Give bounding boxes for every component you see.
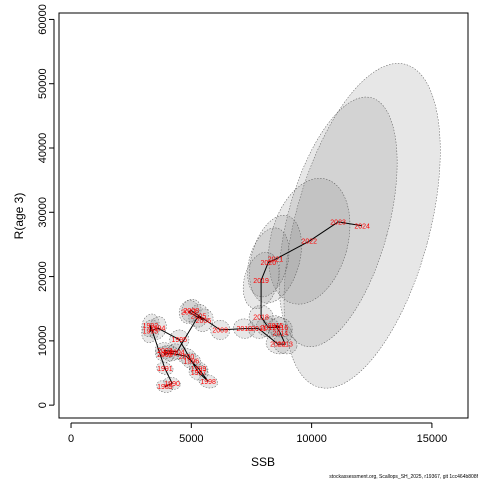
y-tick-label: 10000	[37, 326, 49, 357]
x-tick-label: 10000	[296, 433, 327, 445]
year-label-2004: 2004	[169, 349, 185, 356]
year-label-1991: 1991	[157, 366, 173, 373]
year-label-2021: 2021	[268, 257, 284, 264]
year-label-2000: 2000	[179, 354, 195, 361]
ellipse-2024	[283, 63, 441, 389]
year-label-2024: 2024	[354, 223, 370, 230]
y-tick-label: 50000	[37, 68, 49, 99]
year-label-2019: 2019	[253, 278, 269, 285]
year-label-1989: 1989	[157, 384, 173, 391]
x-axis-title: SSB	[251, 455, 275, 469]
year-label-2011: 2011	[251, 326, 266, 333]
x-tick-label: 5000	[179, 433, 203, 445]
plot-frame	[58, 12, 469, 419]
x-axis: 0 5000 10000 15000	[68, 422, 448, 445]
ellipse-1989	[156, 380, 174, 393]
y-tick-label: 0	[37, 402, 49, 408]
year-label-2015: 2015	[268, 323, 284, 330]
year-label-2014: 2014	[273, 331, 289, 338]
trajectory-polyline	[149, 221, 363, 387]
year-label-2010: 2010	[236, 326, 252, 333]
year-label-1995: 1995	[172, 337, 188, 344]
year-label-2023: 2023	[330, 219, 346, 226]
year-label-2017: 2017	[261, 325, 277, 332]
year-label-1998: 1998	[200, 379, 216, 386]
year-label-1997: 1997	[191, 370, 207, 377]
footer-credit: stockassessment.org, Scallops_SH_2025, r…	[329, 474, 478, 480]
year-label-2009: 2009	[212, 327, 228, 334]
year-label-2018: 2018	[253, 315, 269, 322]
confidence-ellipses	[141, 63, 441, 393]
x-tick-label: 15000	[417, 433, 448, 445]
y-tick-label: 60000	[37, 4, 49, 35]
year-label-1999: 1999	[191, 366, 207, 373]
y-axis-title: R(age 3)	[12, 193, 26, 240]
year-label-2003: 2003	[157, 348, 173, 355]
year-label-2007: 2007	[181, 309, 197, 316]
year-label-2008: 2008	[184, 308, 200, 315]
year-label-1994: 1994	[150, 326, 166, 333]
year-label-2006: 2006	[196, 318, 212, 325]
year-label-2016: 2016	[273, 325, 289, 332]
year-label-1993: 1993	[143, 329, 159, 336]
trajectory-line	[149, 221, 363, 387]
year-label-2002: 2002	[157, 352, 173, 359]
year-label-2020: 2020	[261, 260, 277, 267]
year-label-2013: 2013	[277, 342, 293, 349]
y-tick-label: 40000	[37, 133, 49, 164]
year-label-1996: 1996	[184, 358, 200, 365]
x-tick-label: 0	[68, 433, 74, 445]
year-label-1990: 1990	[164, 381, 180, 388]
year-label-2005: 2005	[191, 313, 207, 320]
year-label-2001: 2001	[162, 351, 178, 358]
y-tick-label: 20000	[37, 261, 49, 292]
y-tick-label: 30000	[37, 197, 49, 228]
year-label-2022: 2022	[301, 239, 317, 246]
year-label-1992: 1992	[143, 323, 159, 330]
y-axis: 0 10000 20000 30000 40000 50000 60000	[37, 4, 55, 408]
year-label-2012: 2012	[270, 342, 286, 349]
